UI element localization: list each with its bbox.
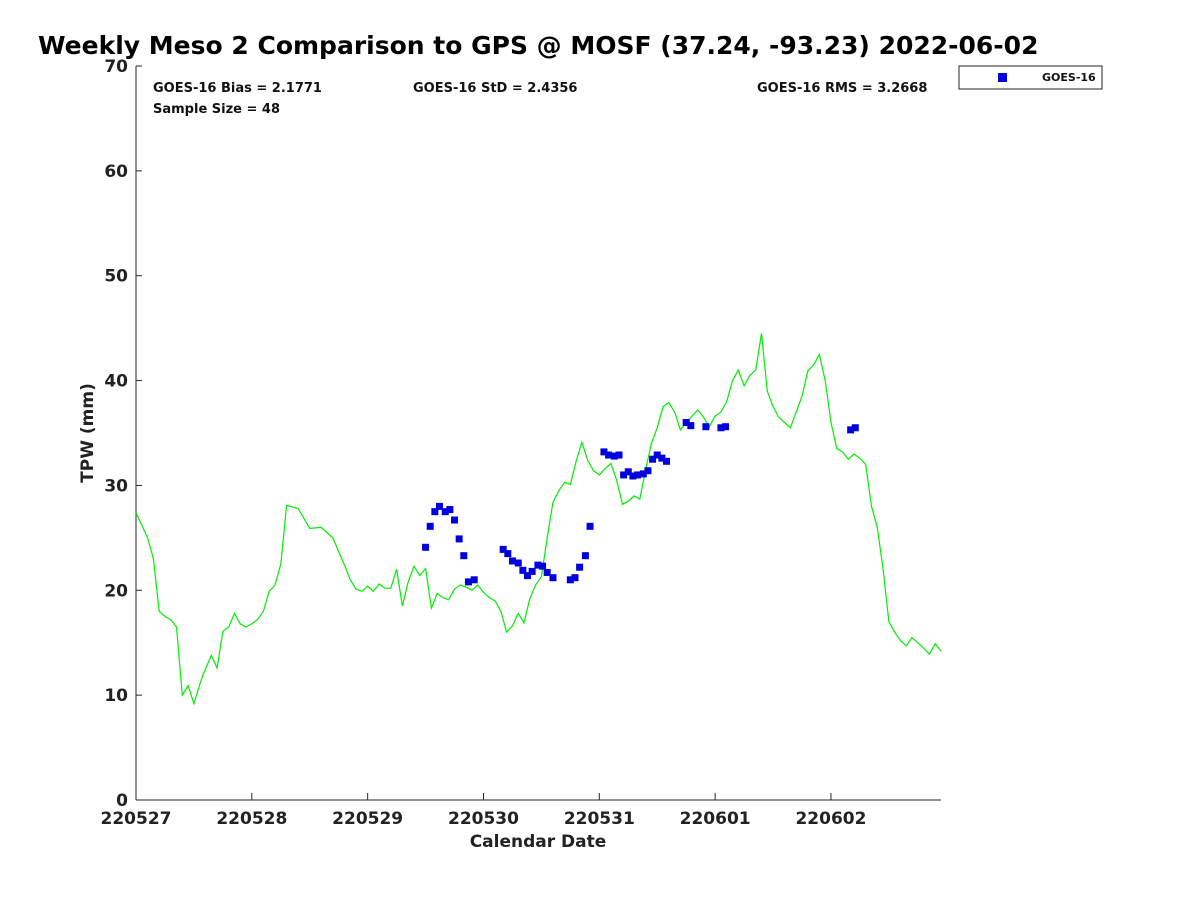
goes16-point bbox=[523, 572, 531, 580]
goes16-point bbox=[431, 508, 439, 516]
y-tick-label: 30 bbox=[104, 476, 128, 496]
goes16-point bbox=[851, 424, 859, 432]
y-tick-label: 0 bbox=[116, 791, 128, 811]
chart-title: Weekly Meso 2 Comparison to GPS @ MOSF (… bbox=[38, 31, 1038, 60]
stats-annotations: GOES-16 Bias = 2.1771 GOES-16 StD = 2.43… bbox=[153, 81, 927, 117]
rms-annotation: GOES-16 RMS = 3.2668 bbox=[757, 81, 927, 96]
legend-marker-goes16 bbox=[998, 73, 1007, 82]
goes16-point bbox=[422, 543, 430, 551]
y-tick-label: 20 bbox=[104, 581, 128, 601]
goes16-point bbox=[586, 522, 594, 530]
goes16-point bbox=[662, 457, 670, 465]
goes16-point bbox=[639, 470, 647, 478]
series-layer bbox=[135, 333, 942, 706]
goes16-point bbox=[722, 423, 730, 431]
y-tick-label: 40 bbox=[104, 372, 128, 392]
legend: GOES-16 bbox=[958, 65, 1103, 90]
goes16-point bbox=[451, 516, 459, 524]
goes16-point bbox=[508, 557, 516, 565]
y-tick-label: 50 bbox=[104, 267, 128, 287]
x-tick-label: 220530 bbox=[448, 809, 519, 829]
y-axis-ticks: 0 10 20 30 40 50 60 70 bbox=[104, 57, 142, 811]
legend-label-goes16: GOES-16 bbox=[1042, 71, 1096, 84]
goes16-point bbox=[460, 552, 468, 560]
goes16-point bbox=[620, 471, 628, 479]
goes16-point bbox=[624, 468, 632, 476]
gps-tpw-line bbox=[135, 333, 942, 706]
bias-annotation: GOES-16 Bias = 2.1771 bbox=[153, 81, 322, 96]
y-axis-label: TPW (mm) bbox=[78, 383, 98, 483]
goes16-point bbox=[605, 451, 613, 459]
goes16-point bbox=[571, 574, 579, 582]
x-tick-label: 220602 bbox=[795, 809, 866, 829]
y-tick-label: 60 bbox=[104, 162, 128, 182]
goes16-point bbox=[464, 578, 472, 586]
goes16-point bbox=[581, 552, 589, 560]
goes16-point bbox=[687, 422, 695, 430]
goes16-point bbox=[441, 508, 449, 516]
x-axis-ticks: 220527 220528 220529 220530 220531 220601 2206… bbox=[101, 793, 866, 829]
plot-frame bbox=[135, 66, 941, 801]
goes16-point bbox=[634, 471, 642, 479]
goes16-point bbox=[658, 454, 666, 462]
goes16-point bbox=[543, 568, 551, 576]
x-tick-label: 220531 bbox=[564, 809, 635, 829]
goes16-point bbox=[610, 452, 618, 460]
x-tick-label: 220527 bbox=[101, 809, 172, 829]
goes16-point bbox=[446, 506, 454, 514]
goes16-point bbox=[514, 559, 522, 567]
goes16-point bbox=[549, 574, 557, 582]
goes16-point bbox=[455, 535, 463, 543]
goes16-point bbox=[426, 522, 434, 530]
goes16-point bbox=[682, 419, 690, 427]
y-tick-label: 10 bbox=[104, 686, 128, 706]
goes16-point bbox=[566, 576, 574, 584]
x-tick-label: 220528 bbox=[216, 809, 287, 829]
goes16-point bbox=[847, 426, 855, 434]
goes16-point bbox=[702, 423, 710, 431]
goes16-point bbox=[539, 562, 547, 570]
sample-size-annotation: Sample Size = 48 bbox=[153, 102, 280, 117]
goes16-point bbox=[717, 424, 725, 432]
goes16-point bbox=[470, 576, 478, 584]
x-axis-label: Calendar Date bbox=[470, 832, 607, 852]
goes16-point bbox=[653, 451, 661, 459]
goes16-point bbox=[576, 563, 584, 571]
goes16-point bbox=[528, 567, 536, 575]
legend-box bbox=[958, 65, 1103, 90]
goes16-point bbox=[435, 502, 443, 510]
std-annotation: GOES-16 StD = 2.4356 bbox=[413, 81, 577, 96]
x-tick-label: 220601 bbox=[680, 809, 751, 829]
goes16-point bbox=[615, 451, 623, 459]
goes16-point bbox=[600, 448, 608, 456]
goes16-point bbox=[644, 467, 652, 475]
y-tick-label: 70 bbox=[104, 57, 128, 77]
goes16-point bbox=[534, 561, 542, 569]
goes16-point bbox=[504, 550, 512, 558]
goes16-point bbox=[499, 545, 507, 553]
goes16-point bbox=[649, 455, 657, 463]
x-tick-label: 220529 bbox=[332, 809, 403, 829]
goes16-point bbox=[519, 566, 527, 574]
goes16-point bbox=[629, 472, 637, 480]
